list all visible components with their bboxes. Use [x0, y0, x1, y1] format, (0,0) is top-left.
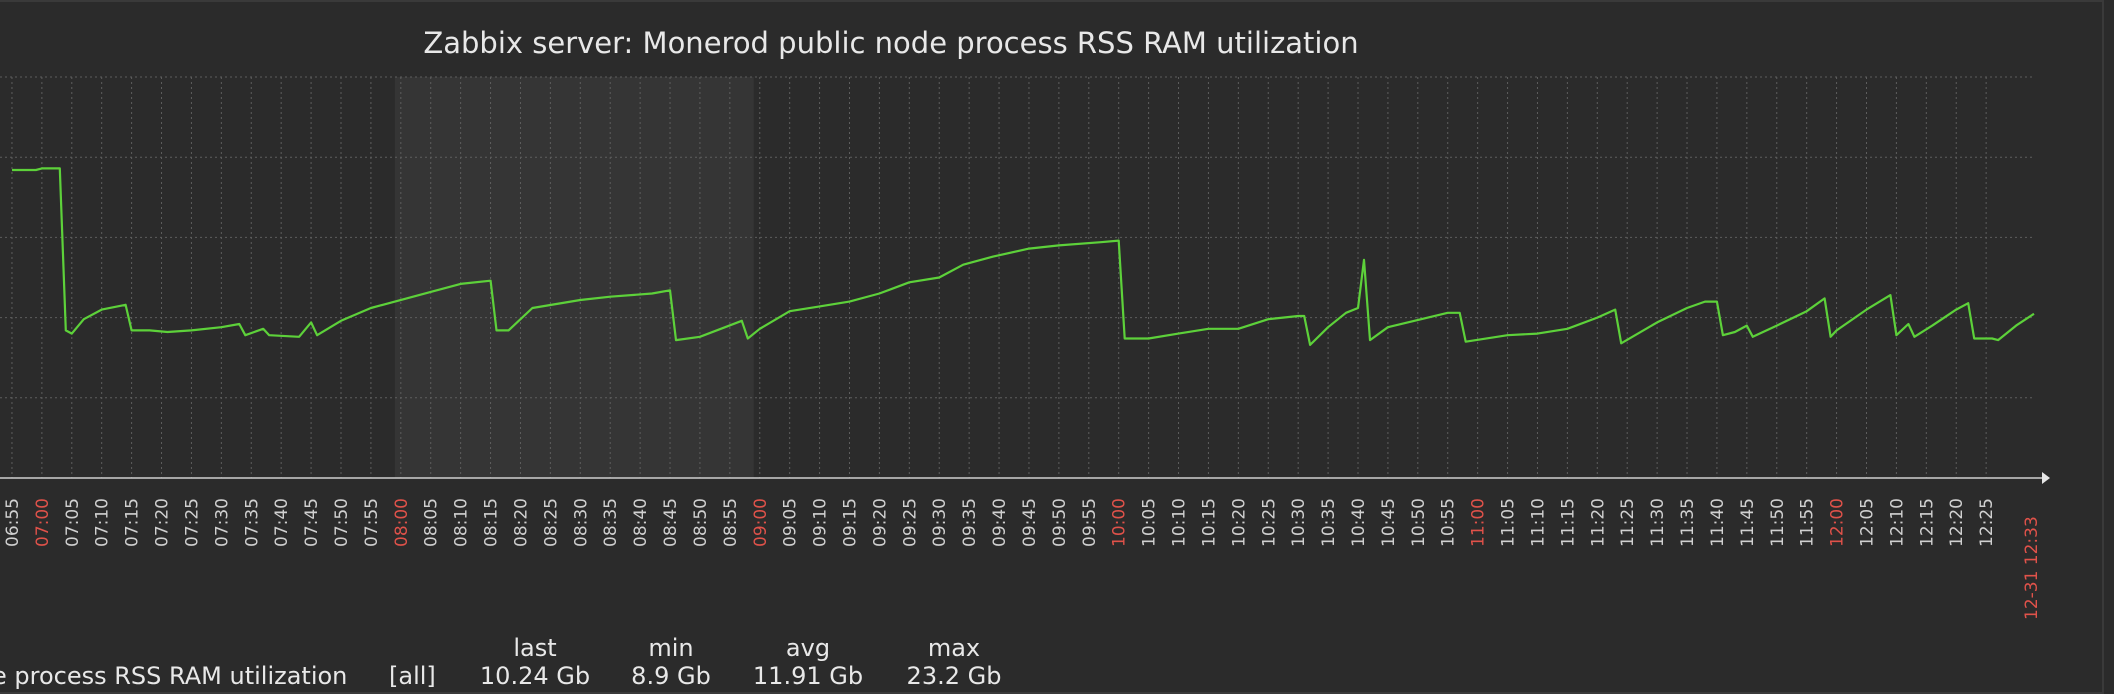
legend-header-avg: avg [786, 634, 830, 662]
x-tick-label: 08:40 [631, 498, 651, 547]
x-tick-label: 10:00 [1110, 498, 1130, 547]
x-tick-label: 08:05 [422, 498, 442, 547]
x-tick-label: 12:00 [1828, 498, 1848, 547]
x-tick-label: 06:55 [3, 498, 23, 547]
x-tick-label: 11:15 [1558, 498, 1578, 547]
x-tick-label: 07:40 [272, 498, 292, 547]
x-tick-label: 08:00 [392, 498, 412, 547]
x-tick-label: 08:15 [482, 498, 502, 547]
legend-function: [all] [389, 662, 436, 690]
x-tick-label: 07:00 [33, 498, 53, 547]
x-tick-label: 11:00 [1469, 498, 1489, 547]
x-tick-label: 08:20 [511, 498, 531, 547]
x-tick-label: 08:35 [601, 498, 621, 547]
x-tick-label: 09:20 [870, 498, 890, 547]
x-tick-label: 08:50 [691, 498, 711, 547]
x-tick-label: 08:45 [661, 498, 681, 547]
x-tick-label: 07:25 [182, 498, 202, 547]
x-tick-label: 10:15 [1199, 498, 1219, 547]
legend-header-max: max [928, 634, 980, 662]
x-tick-label: 10:40 [1349, 498, 1369, 547]
x-tick-label: 09:35 [960, 498, 980, 547]
x-tick-label: 10:25 [1259, 498, 1279, 547]
x-tick-label: 10:45 [1379, 498, 1399, 547]
x-tick-label: 07:15 [123, 498, 143, 547]
x-tick-label: 09:10 [811, 498, 831, 547]
x-tick-label: 09:05 [781, 498, 801, 547]
x-tick-label: 10:35 [1319, 498, 1339, 547]
x-tick-label: 09:50 [1050, 498, 1070, 547]
legend-series-name: e process RSS RAM utilization [0, 662, 347, 690]
x-tick-label: 07:05 [63, 498, 83, 547]
x-tick-label: 12:05 [1857, 498, 1877, 547]
legend-last-value: 10.24 Gb [480, 662, 590, 690]
x-tick-label: 12:20 [1947, 498, 1967, 547]
x-tick-label: 09:30 [930, 498, 950, 547]
x-tick-label: 11:10 [1528, 498, 1548, 547]
x-tick-label: 07:50 [332, 498, 352, 547]
legend-max-value: 23.2 Gb [907, 662, 1002, 690]
legend-min-value: 8.9 Gb [631, 662, 711, 690]
x-tick-label: 11:30 [1648, 498, 1668, 547]
x-tick-label: 09:00 [751, 498, 771, 547]
x-tick-label: 09:40 [990, 498, 1010, 547]
x-tick-label: 09:15 [840, 498, 860, 547]
x-tick-label: 09:45 [1020, 498, 1040, 547]
x-tick-label: 11:35 [1678, 498, 1698, 547]
x-tick-label: 07:35 [242, 498, 262, 547]
x-tick-label: 07:10 [93, 498, 113, 547]
x-tick-label: 10:30 [1289, 498, 1309, 547]
x-tick-label: 12:10 [1887, 498, 1907, 547]
chart-title: Zabbix server: Monerod public node proce… [423, 26, 1358, 60]
x-tick-label: 10:05 [1140, 498, 1160, 547]
working-time-band [394, 77, 754, 478]
x-tick-label: 10:55 [1439, 498, 1459, 547]
x-tick-label: 07:20 [153, 498, 173, 547]
x-tick-label: 10:10 [1170, 498, 1190, 547]
x-tick-label: 11:50 [1768, 498, 1788, 547]
legend: last min avg max e process RSS RAM utili… [0, 634, 1001, 690]
x-tick-label: 11:45 [1738, 498, 1758, 547]
legend-header-min: min [648, 634, 693, 662]
x-tick-label: 08:30 [571, 498, 591, 547]
x-tick-label: 11:55 [1798, 498, 1818, 547]
x-tick-label: 09:25 [900, 498, 920, 547]
series-line [12, 167, 2035, 346]
x-tick-label: 10:20 [1229, 498, 1249, 547]
x-tick-label: 08:25 [541, 498, 561, 547]
x-tick-label: 09:55 [1080, 498, 1100, 547]
x-tick-label: 07:55 [362, 498, 382, 547]
x-tick-label: 11:20 [1588, 498, 1608, 547]
x-tick-label: 12:15 [1917, 498, 1937, 547]
x-tick-label: 07:30 [212, 498, 232, 547]
x-tick-label: 11:25 [1618, 498, 1638, 547]
x-axis-arrow [2042, 472, 2050, 484]
x-tick-label: 08:10 [452, 498, 472, 547]
legend-avg-value: 11.91 Gb [753, 662, 863, 690]
x-tick-label: 11:40 [1708, 498, 1728, 547]
end-time-label: 12-31 12:33 [2022, 516, 2042, 620]
x-tick-label: 12:25 [1977, 498, 1997, 547]
x-tick-label: 11:05 [1499, 498, 1519, 547]
x-tick-label: 07:45 [302, 498, 322, 547]
legend-header-last: last [513, 634, 556, 662]
x-tick-label: 08:55 [721, 498, 741, 547]
x-tick-label: 10:50 [1409, 498, 1429, 547]
